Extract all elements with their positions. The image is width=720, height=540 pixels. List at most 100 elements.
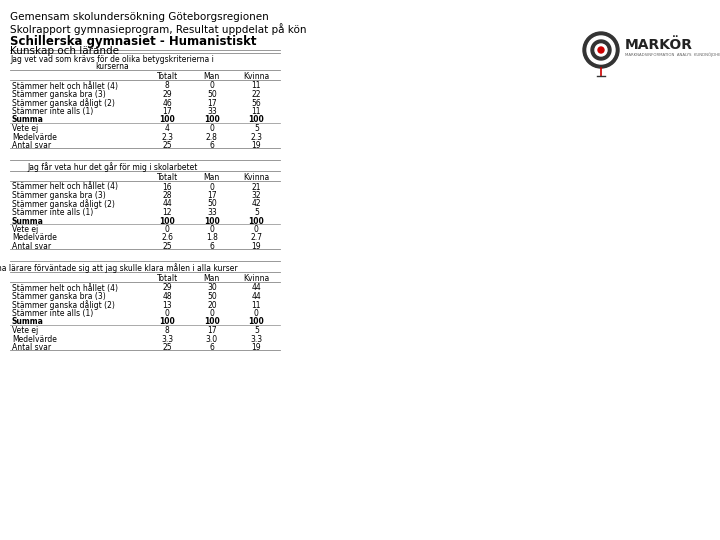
- Text: 44: 44: [251, 292, 261, 301]
- Text: 25: 25: [163, 242, 172, 251]
- Text: 0: 0: [165, 309, 170, 318]
- Text: 50: 50: [207, 90, 217, 99]
- Text: 44: 44: [251, 284, 261, 293]
- Text: Vete ej: Vete ej: [12, 124, 38, 133]
- Circle shape: [595, 44, 607, 56]
- Text: 17: 17: [207, 191, 217, 200]
- Text: 3.3: 3.3: [251, 334, 262, 343]
- Text: 5: 5: [254, 326, 258, 335]
- Text: 21: 21: [251, 183, 261, 192]
- Text: Kvinna: Kvinna: [243, 72, 269, 81]
- Text: 42: 42: [251, 199, 261, 208]
- Text: 2.6: 2.6: [161, 233, 174, 242]
- Text: Stämmer ganska dåligt (2): Stämmer ganska dåligt (2): [12, 199, 115, 210]
- Text: 0: 0: [254, 309, 258, 318]
- Text: MARKNADSINFORMATION  ANALYS  KUNDNÖJDHET: MARKNADSINFORMATION ANALYS KUNDNÖJDHET: [625, 53, 720, 57]
- Text: 3.3: 3.3: [161, 334, 174, 343]
- Text: Summa: Summa: [12, 217, 44, 226]
- Text: 48: 48: [163, 292, 172, 301]
- Text: 3.0: 3.0: [206, 334, 218, 343]
- Text: 100: 100: [248, 217, 264, 226]
- Text: Man: Man: [204, 274, 220, 283]
- Text: Kvinna: Kvinna: [243, 173, 269, 182]
- Text: Schillerska gymnasiet - Humanistiskt: Schillerska gymnasiet - Humanistiskt: [10, 35, 256, 48]
- Text: 2.7: 2.7: [251, 233, 262, 242]
- Text: 32: 32: [251, 191, 261, 200]
- Text: 5: 5: [254, 124, 258, 133]
- Text: Stämmer inte alls (1): Stämmer inte alls (1): [12, 309, 94, 318]
- Text: Jag får veta hur det går för mig i skolarbetet: Jag får veta hur det går för mig i skola…: [27, 162, 198, 172]
- Text: Totalt: Totalt: [157, 274, 178, 283]
- Text: Gemensam skolundersökning Göteborgsregionen: Gemensam skolundersökning Göteborgsregio…: [10, 12, 269, 22]
- Text: kurserna: kurserna: [96, 62, 130, 71]
- Text: Summa: Summa: [12, 318, 44, 327]
- Text: Vete ej: Vete ej: [12, 225, 38, 234]
- Text: 16: 16: [163, 183, 172, 192]
- Text: 30: 30: [207, 284, 217, 293]
- Text: 17: 17: [207, 98, 217, 107]
- Text: MARKÖR: MARKÖR: [625, 38, 693, 52]
- Text: 100: 100: [159, 116, 175, 125]
- Text: Stämmer helt och hållet (4): Stämmer helt och hållet (4): [12, 183, 118, 192]
- Text: 100: 100: [204, 318, 220, 327]
- Text: 19: 19: [251, 141, 261, 150]
- Circle shape: [583, 32, 619, 68]
- Text: 19: 19: [251, 242, 261, 251]
- Text: 22: 22: [251, 90, 261, 99]
- Text: 100: 100: [248, 116, 264, 125]
- Text: 11: 11: [251, 107, 261, 116]
- Text: Medelvärde: Medelvärde: [12, 132, 57, 141]
- Text: Vete ej: Vete ej: [12, 326, 38, 335]
- Text: Stämmer ganska bra (3): Stämmer ganska bra (3): [12, 292, 106, 301]
- Circle shape: [587, 36, 615, 64]
- Text: 100: 100: [248, 318, 264, 327]
- Text: 2.8: 2.8: [206, 132, 217, 141]
- Text: Stämmer ganska bra (3): Stämmer ganska bra (3): [12, 90, 106, 99]
- Text: Kunskap och lärande: Kunskap och lärande: [10, 46, 119, 56]
- Text: Skolrapport gymnasieprogram, Resultat uppdelat på kön: Skolrapport gymnasieprogram, Resultat up…: [10, 23, 307, 35]
- Circle shape: [598, 47, 604, 53]
- Text: Antal svar: Antal svar: [12, 242, 51, 251]
- Text: Jag vet vad som krävs för de olika betygskriterierna i: Jag vet vad som krävs för de olika betyg…: [11, 55, 215, 64]
- Text: 46: 46: [163, 98, 172, 107]
- Text: 0: 0: [254, 225, 258, 234]
- Text: Stämmer helt och hållet (4): Stämmer helt och hållet (4): [12, 82, 118, 91]
- Text: 0: 0: [210, 225, 215, 234]
- Text: Totalt: Totalt: [157, 72, 178, 81]
- Text: 12: 12: [163, 208, 172, 217]
- Text: 44: 44: [163, 199, 172, 208]
- Text: 100: 100: [204, 217, 220, 226]
- Text: Kvinna: Kvinna: [243, 274, 269, 283]
- Text: Stämmer ganska bra (3): Stämmer ganska bra (3): [12, 191, 106, 200]
- Text: 56: 56: [251, 98, 261, 107]
- Text: Man: Man: [204, 173, 220, 182]
- Text: Medelvärde: Medelvärde: [12, 334, 57, 343]
- Text: 33: 33: [207, 208, 217, 217]
- Text: 50: 50: [207, 292, 217, 301]
- Text: Stämmer inte alls (1): Stämmer inte alls (1): [12, 107, 94, 116]
- Text: 13: 13: [163, 300, 172, 309]
- Text: 33: 33: [207, 107, 217, 116]
- Text: 50: 50: [207, 199, 217, 208]
- Text: Totalt: Totalt: [157, 173, 178, 182]
- Text: 100: 100: [159, 318, 175, 327]
- Text: Summa: Summa: [12, 116, 44, 125]
- Text: 28: 28: [163, 191, 172, 200]
- Text: 2.3: 2.3: [161, 132, 174, 141]
- Text: 0: 0: [210, 82, 215, 91]
- Text: 5: 5: [254, 208, 258, 217]
- Text: 100: 100: [159, 217, 175, 226]
- Text: 6: 6: [210, 343, 215, 352]
- Text: 4: 4: [165, 124, 170, 133]
- Circle shape: [591, 40, 611, 60]
- Text: Man: Man: [204, 72, 220, 81]
- Text: Stämmer helt och hållet (4): Stämmer helt och hållet (4): [12, 284, 118, 293]
- Text: Antal svar: Antal svar: [12, 141, 51, 150]
- Text: 0: 0: [210, 309, 215, 318]
- Text: 2.3: 2.3: [251, 132, 262, 141]
- Text: 25: 25: [163, 141, 172, 150]
- Text: Stämmer inte alls (1): Stämmer inte alls (1): [12, 208, 94, 217]
- Text: Stämmer ganska dåligt (2): Stämmer ganska dåligt (2): [12, 300, 115, 310]
- Text: 6: 6: [210, 242, 215, 251]
- Text: 0: 0: [210, 183, 215, 192]
